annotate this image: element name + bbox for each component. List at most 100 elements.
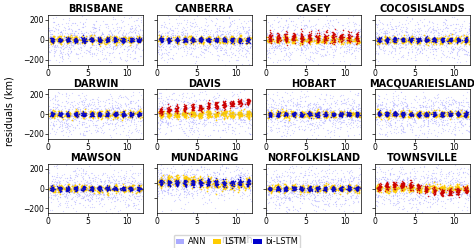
Point	[300, 194, 308, 198]
Point	[447, 103, 455, 107]
Point	[66, 187, 73, 191]
Point	[199, 36, 206, 40]
Point	[228, 38, 235, 42]
Point	[434, 105, 441, 109]
Point	[46, 28, 54, 31]
Point	[157, 182, 165, 186]
Point	[158, 111, 165, 115]
Point	[432, 115, 439, 119]
Point	[447, 95, 455, 99]
Point	[220, 157, 228, 161]
Point	[161, 182, 169, 186]
Point	[440, 38, 447, 42]
Point	[452, 186, 460, 189]
Point	[299, 114, 306, 118]
Point	[181, 104, 188, 108]
Point	[338, 187, 346, 191]
Point	[121, 38, 129, 42]
Point	[354, 33, 361, 37]
Point	[338, 114, 346, 118]
Point	[355, 173, 363, 177]
Point	[202, 180, 210, 184]
Point	[197, 37, 204, 41]
Point	[448, 186, 456, 189]
Point	[82, 37, 90, 41]
Point	[283, 38, 290, 42]
Point	[229, 180, 237, 184]
Point	[206, 40, 213, 44]
Point	[120, 34, 128, 38]
Point	[200, 178, 207, 182]
Point	[411, 137, 419, 141]
Point	[389, 111, 396, 115]
Point	[428, 112, 435, 116]
Point	[397, 112, 404, 116]
Point	[329, 35, 337, 39]
Point	[219, 37, 226, 41]
Point	[194, 121, 202, 124]
Point	[128, 24, 135, 28]
Point	[347, 113, 355, 117]
Point	[341, 111, 349, 115]
Point	[313, 187, 320, 191]
Point	[172, 178, 179, 182]
Point	[400, 37, 408, 41]
Point	[220, 198, 228, 202]
Point	[281, 35, 289, 39]
Point	[98, 109, 106, 113]
Point	[111, 37, 119, 41]
Point	[282, 37, 289, 41]
Point	[388, 44, 395, 48]
Point	[336, 186, 343, 190]
Point	[189, 38, 196, 42]
Point	[408, 38, 415, 42]
Point	[433, 182, 441, 186]
Point	[462, 38, 470, 42]
Point	[314, 34, 322, 38]
Point	[376, 110, 384, 114]
Point	[243, 51, 250, 55]
Point	[246, 41, 254, 45]
Point	[188, 167, 196, 171]
Point	[307, 187, 314, 191]
Point	[92, 196, 100, 200]
Point	[266, 187, 273, 191]
Point	[115, 182, 123, 186]
Point	[103, 187, 110, 191]
Point	[411, 187, 419, 191]
Point	[96, 113, 103, 117]
Point	[405, 115, 413, 119]
Point	[213, 100, 220, 104]
Point	[110, 44, 118, 48]
Point	[120, 24, 128, 28]
Point	[286, 197, 294, 201]
Point	[305, 173, 312, 177]
Point	[244, 97, 251, 101]
Point	[462, 186, 469, 190]
Point	[349, 176, 357, 180]
Point	[210, 123, 217, 127]
Point	[291, 114, 298, 118]
Point	[237, 101, 245, 105]
Point	[227, 100, 234, 104]
Point	[97, 179, 105, 183]
Point	[206, 110, 213, 114]
Point	[49, 123, 56, 127]
Point	[408, 113, 416, 117]
Point	[79, 186, 87, 190]
Point	[289, 187, 297, 191]
Point	[63, 112, 71, 116]
Point	[281, 193, 289, 197]
Point	[119, 35, 127, 39]
Point	[419, 112, 427, 116]
Point	[111, 112, 118, 116]
Point	[79, 22, 87, 26]
Point	[296, 94, 304, 98]
Point	[446, 109, 454, 113]
Point	[293, 100, 301, 104]
Point	[394, 36, 401, 40]
Point	[447, 112, 454, 116]
Point	[171, 113, 179, 117]
Point	[406, 186, 414, 190]
Point	[165, 109, 173, 113]
